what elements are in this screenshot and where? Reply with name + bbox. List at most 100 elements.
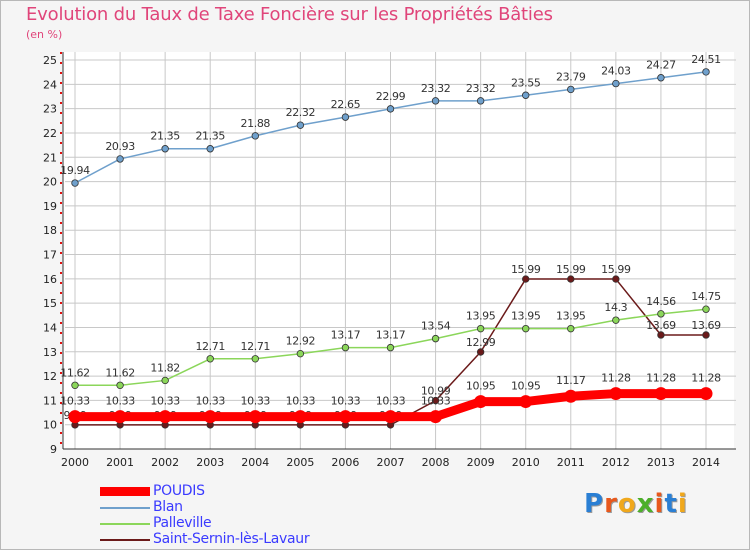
data-label-saint-sernin-l-s-lavaur: 12.99 — [466, 336, 496, 349]
logo-letter: P — [584, 489, 605, 519]
line-chart: 9 10 11 12 13 14 15 16 17 18 19 20 21 22 23 24 25 2000 200… — [43, 52, 736, 469]
y-tick-label: 11 — [43, 394, 57, 407]
data-label-poudis: 10.33 — [150, 395, 180, 408]
proxiti-logo: Proxiti — [584, 489, 688, 519]
data-label-palleville: 12.92 — [286, 335, 316, 348]
data-point-poudis — [384, 410, 397, 424]
data-point-palleville — [161, 376, 169, 385]
y-tick-label: 23 — [43, 103, 57, 116]
data-label-palleville: 14.56 — [646, 295, 676, 308]
legend-label: POUDIS — [153, 483, 205, 499]
data-point-palleville — [296, 349, 305, 358]
data-point-palleville — [431, 334, 440, 343]
x-tick-label: 2002 — [151, 456, 179, 469]
data-label-blan: 23.32 — [421, 82, 451, 95]
data-point-saint-sernin-l-s-lavaur — [612, 275, 620, 283]
data-point-blan — [657, 74, 665, 82]
legend-swatch — [100, 539, 150, 541]
data-label-saint-sernin-l-s-lavaur: 13.69 — [691, 319, 721, 332]
data-label-blan: 21.35 — [150, 130, 180, 143]
logo-letter: o — [617, 489, 637, 519]
legend-label: Palleville — [153, 515, 212, 531]
data-label-palleville: 14.75 — [691, 290, 721, 303]
legend-swatch — [100, 523, 150, 525]
legend-label: Blan — [153, 499, 183, 515]
data-point-saint-sernin-l-s-lavaur — [657, 331, 665, 339]
data-label-blan: 21.35 — [195, 130, 225, 143]
data-label-palleville: 11.62 — [60, 366, 90, 379]
x-tick-label: 2001 — [106, 456, 134, 469]
data-point-saint-sernin-l-s-lavaur — [702, 331, 710, 339]
x-tick-label: 2005 — [286, 456, 314, 469]
data-point-blan — [476, 97, 485, 105]
x-tick-label: 2011 — [557, 456, 585, 469]
logo-letter: i — [654, 489, 665, 519]
data-point-poudis — [158, 410, 172, 424]
x-tick-label: 2013 — [647, 456, 675, 469]
data-label-saint-sernin-l-s-lavaur: 15.99 — [511, 263, 541, 276]
y-tick-label: 19 — [43, 200, 57, 213]
data-label-poudis: 10.33 — [286, 395, 316, 408]
y-tick-label: 21 — [43, 151, 57, 164]
x-tick-label: 2003 — [196, 456, 224, 469]
data-point-palleville — [341, 343, 350, 352]
y-tick-label: 15 — [43, 297, 57, 310]
data-label-blan: 24.27 — [646, 59, 676, 72]
data-point-poudis — [293, 410, 307, 424]
data-label-blan: 22.65 — [331, 98, 361, 111]
data-label-poudis: 11.28 — [646, 372, 676, 385]
data-point-blan — [341, 113, 350, 121]
y-tick-label: 18 — [43, 224, 57, 237]
data-point-blan — [522, 91, 530, 99]
data-label-palleville: 13.95 — [466, 310, 496, 323]
y-tick-label: 20 — [43, 176, 57, 189]
data-point-blan — [612, 79, 620, 88]
data-point-poudis — [609, 387, 623, 401]
data-point-blan — [296, 121, 305, 129]
data-point-poudis — [699, 387, 713, 401]
x-tick-label: 2008 — [422, 456, 450, 469]
data-label-poudis: 10.33 — [60, 395, 90, 408]
data-point-poudis — [474, 395, 488, 409]
data-point-blan — [386, 105, 395, 113]
unit-label: (en %) — [26, 28, 63, 41]
data-label-palleville: 13.95 — [556, 310, 586, 323]
data-label-blan: 24.03 — [601, 65, 631, 78]
data-point-blan — [702, 68, 710, 76]
data-point-palleville — [476, 324, 485, 333]
data-point-poudis — [248, 410, 262, 424]
y-tick-label: 14 — [43, 321, 57, 334]
data-point-palleville — [612, 316, 620, 324]
data-label-poudis: 11.28 — [691, 372, 721, 385]
data-label-palleville: 13.95 — [511, 310, 541, 323]
data-label-blan: 23.55 — [511, 76, 541, 89]
data-label-poudis: 10.33 — [195, 395, 225, 408]
x-tick-label: 2007 — [377, 456, 405, 469]
data-label-poudis: 10.33 — [331, 395, 361, 408]
data-label-poudis: 10.95 — [466, 380, 496, 393]
y-tick-label: 13 — [43, 346, 57, 359]
data-label-palleville: 12.71 — [195, 340, 225, 353]
y-tick-label: 10 — [43, 419, 57, 432]
data-label-saint-sernin-l-s-lavaur: 15.99 — [556, 263, 586, 276]
data-label-poudis: 11.17 — [556, 374, 586, 387]
data-label-poudis: 10.33 — [105, 395, 135, 408]
data-point-palleville — [206, 355, 214, 363]
data-label-blan: 21.88 — [241, 117, 271, 130]
data-label-poudis: 11.28 — [601, 372, 631, 385]
data-label-blan: 22.99 — [376, 90, 406, 103]
data-label-palleville: 14.3 — [604, 301, 627, 314]
data-point-palleville — [251, 355, 259, 363]
data-label-blan: 20.93 — [105, 140, 135, 153]
data-point-palleville — [386, 343, 395, 352]
x-tick-label: 2004 — [241, 456, 269, 469]
data-label-saint-sernin-l-s-lavaur: 13.69 — [646, 319, 676, 332]
data-point-blan — [161, 145, 169, 153]
data-point-blan — [71, 179, 79, 187]
logo-letter: t — [664, 489, 678, 519]
x-tick-label: 2000 — [61, 456, 89, 469]
data-point-blan — [206, 145, 214, 153]
y-tick-label: 25 — [43, 54, 57, 67]
data-label-blan: 23.32 — [466, 82, 496, 95]
data-point-poudis — [519, 395, 533, 409]
